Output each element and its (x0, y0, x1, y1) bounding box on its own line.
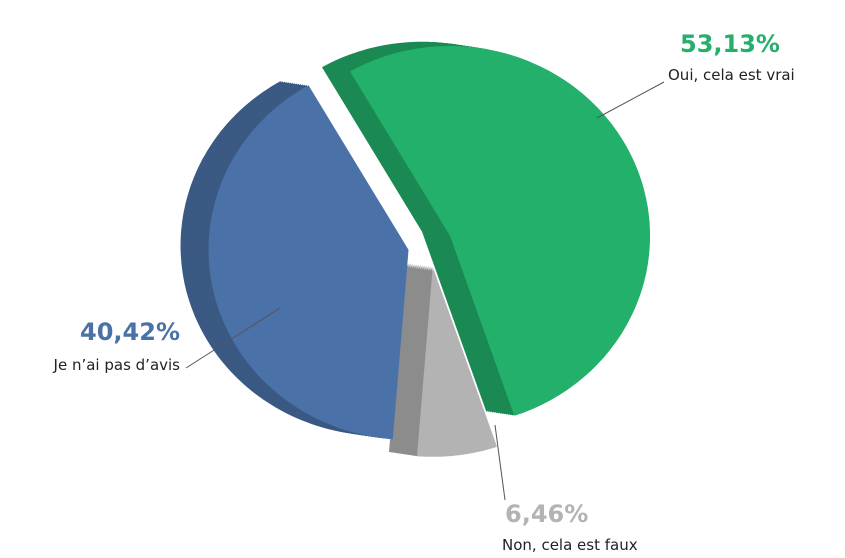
category-label: Non, cela est faux (502, 536, 638, 554)
value-label: 6,46% (505, 500, 588, 528)
slice (417, 266, 497, 457)
category-label: Je n’ai pas d’avis (53, 356, 181, 374)
leader-line (494, 424, 506, 501)
category-label: Oui, cela est vrai (668, 66, 795, 84)
leader-line (596, 81, 665, 119)
leader-line (185, 307, 281, 369)
slice (208, 85, 409, 440)
value-label: 40,42% (80, 318, 180, 346)
slice (350, 45, 650, 416)
value-label: 53,13% (680, 30, 780, 58)
